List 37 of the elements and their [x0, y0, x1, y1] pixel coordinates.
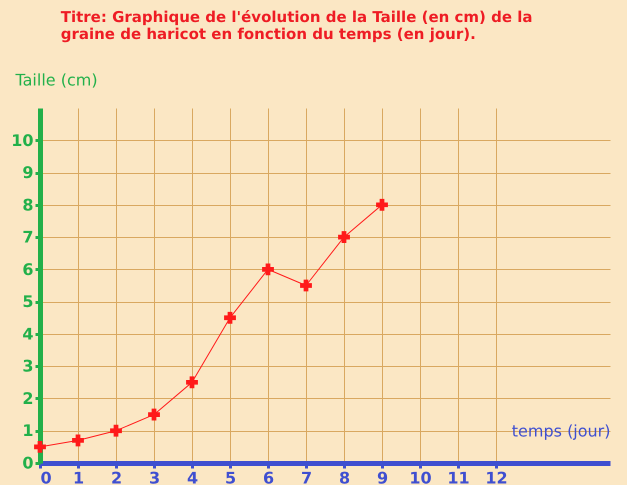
y-tick-label: 6: [22, 260, 34, 279]
x-tick-label: 4: [186, 468, 198, 485]
point: [72, 434, 84, 446]
x-tick-label: 6: [262, 468, 274, 485]
x-tick-label: 2: [110, 468, 122, 485]
x-tick-label: 12: [485, 468, 508, 485]
y-tick-label: 1: [22, 421, 34, 440]
point: [300, 280, 312, 292]
x-tick-label: 5: [224, 468, 236, 485]
point: [262, 263, 274, 276]
y-tick-label: 2: [22, 388, 34, 408]
y-axis-title: Taille (cm): [14, 70, 98, 90]
y-tick-label: 7: [22, 228, 34, 247]
x-tick-label: 8: [338, 468, 350, 485]
y-tick-label: 8: [22, 195, 34, 214]
point: [148, 408, 160, 421]
point: [338, 231, 350, 244]
x-tick-label: 9: [376, 468, 388, 485]
point: [186, 376, 198, 388]
x-tick-label: 3: [148, 468, 160, 485]
y-tick-label: 0: [22, 454, 34, 472]
point: [110, 424, 122, 437]
x-tick-label: 7: [300, 468, 312, 485]
y-tick-label: 3: [22, 356, 34, 376]
point: [224, 312, 236, 324]
chart-title: Titre: Graphique de l'évolution de la Taille (en cm) de la graine de haricot en fonction du temps (en jour).: [60, 8, 533, 43]
y-tick-label: 5: [22, 292, 34, 312]
x-tick-label: 0: [40, 468, 52, 485]
y-tick-label: 9: [22, 163, 34, 182]
point: [376, 198, 388, 211]
x-tick-label: 1: [72, 468, 84, 485]
x-tick-label: 10: [409, 468, 432, 485]
x-axis-title: temps (jour): [512, 422, 610, 440]
y-tick-label: 10: [11, 130, 34, 150]
x-tick-label: 11: [447, 468, 470, 485]
point: [34, 440, 46, 453]
y-tick-label: 4: [22, 324, 34, 344]
